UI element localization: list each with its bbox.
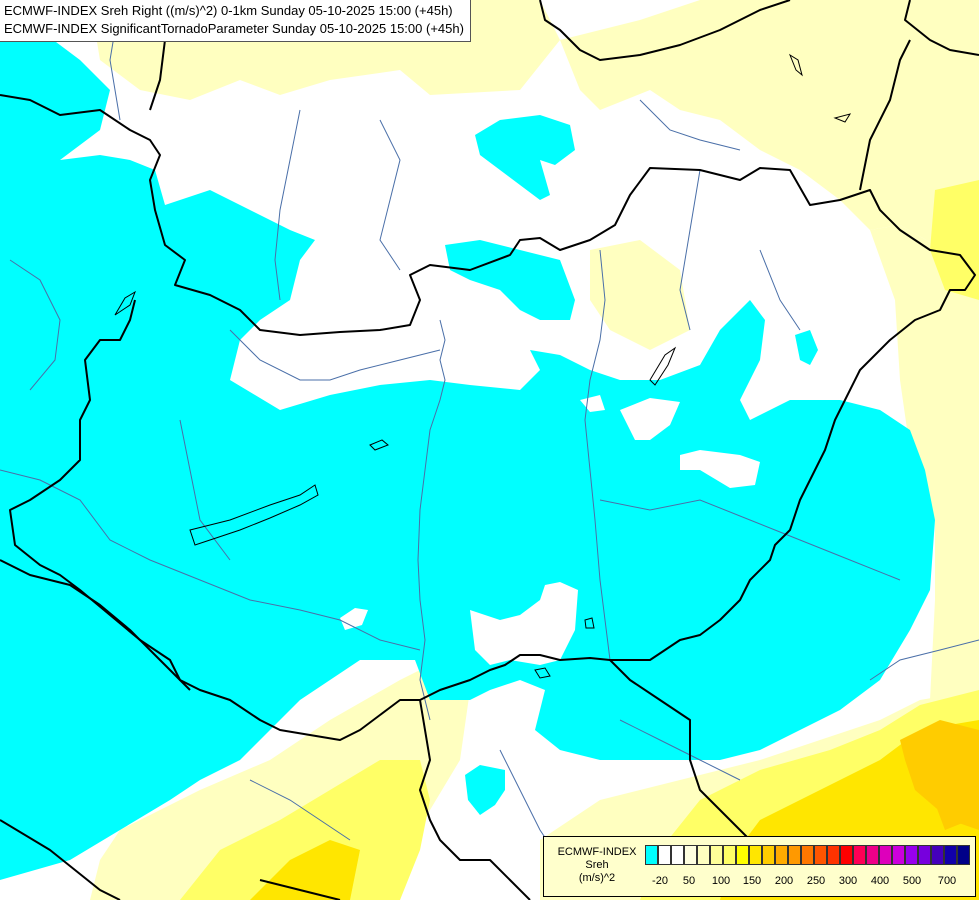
legend-swatch xyxy=(853,845,866,865)
legend-swatch xyxy=(723,845,736,865)
legend-swatch xyxy=(944,845,957,865)
legend-swatch xyxy=(775,845,788,865)
map-title-line-2: ECMWF-INDEX SignificantTornadoParameter … xyxy=(4,21,464,36)
legend-tick-label: 50 xyxy=(682,875,696,887)
legend-tick-label: 150 xyxy=(742,875,762,887)
legend-tick-label: 250 xyxy=(806,875,826,887)
legend-swatches xyxy=(645,845,970,865)
legend-swatch xyxy=(762,845,775,865)
color-legend: ECMWF-INDEX Sreh (m/s)^2 -20 50 100 150 200 2… xyxy=(543,836,976,897)
legend-swatch xyxy=(684,845,697,865)
legend-tick-label: 300 xyxy=(838,875,858,887)
legend-title-line-2: Sreh xyxy=(585,859,609,871)
legend-tick-label: 200 xyxy=(774,875,794,887)
legend-title-line-1: ECMWF-INDEX xyxy=(557,846,637,858)
legend-swatch xyxy=(736,845,749,865)
legend-swatch xyxy=(892,845,905,865)
legend-ticks: -20 50 100 150 200 250 300 400 500 700 xyxy=(645,875,970,889)
legend-swatch xyxy=(801,845,814,865)
legend-swatch xyxy=(697,845,710,865)
map-title-box: ECMWF-INDEX Sreh Right ((m/s)^2) 0-1km S… xyxy=(0,0,471,42)
rivers xyxy=(0,0,979,861)
legend-swatch xyxy=(645,845,658,865)
legend-swatch xyxy=(840,845,853,865)
legend-tick-label: 700 xyxy=(937,875,957,887)
legend-swatch xyxy=(749,845,762,865)
legend-tick-label: 400 xyxy=(870,875,890,887)
legend-tick-label: 100 xyxy=(711,875,731,887)
field-cyan xyxy=(0,30,935,880)
legend-swatch xyxy=(918,845,931,865)
legend-title: ECMWF-INDEX Sreh (m/s)^2 xyxy=(548,846,646,885)
legend-swatch xyxy=(827,845,840,865)
lakes xyxy=(114,53,852,679)
legend-tick-label: 500 xyxy=(902,875,922,887)
legend-swatch xyxy=(814,845,827,865)
map-title-line-1: ECMWF-INDEX Sreh Right ((m/s)^2) 0-1km S… xyxy=(4,3,453,18)
field-white-holes xyxy=(340,395,760,665)
legend-swatch xyxy=(671,845,684,865)
legend-swatch xyxy=(905,845,918,865)
legend-swatch xyxy=(957,845,970,865)
legend-swatch xyxy=(931,845,944,865)
field-orange xyxy=(900,720,979,830)
legend-swatch xyxy=(879,845,892,865)
legend-swatch xyxy=(866,845,879,865)
legend-tick-label: -20 xyxy=(652,875,668,887)
legend-title-line-3: (m/s)^2 xyxy=(578,872,616,884)
legend-swatch xyxy=(658,845,671,865)
legend-swatch xyxy=(788,845,801,865)
legend-swatch xyxy=(710,845,723,865)
